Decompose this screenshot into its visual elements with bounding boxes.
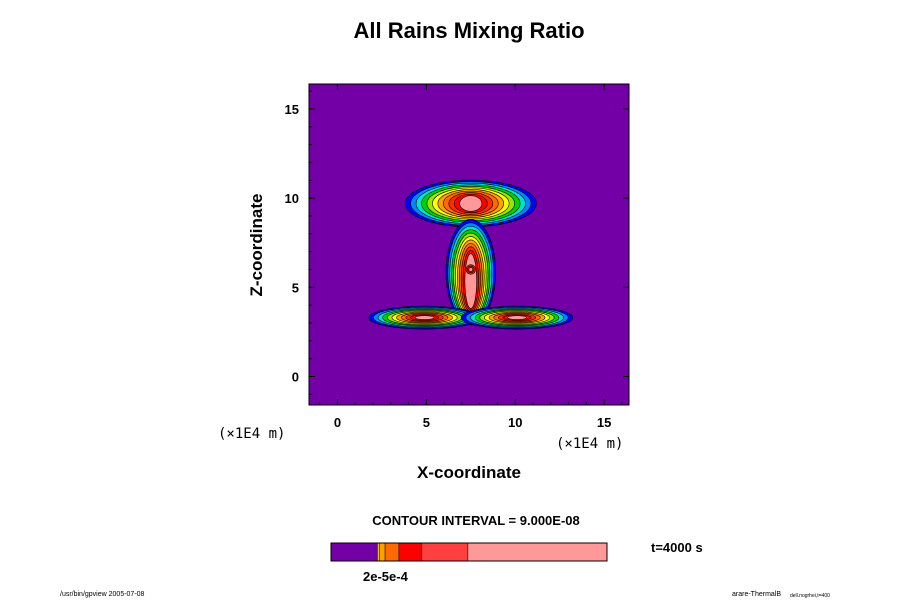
colorbar-segment-6 [467,542,608,562]
contour-band-column-11 [464,253,477,309]
colorbar-label: 2e-5e-4 [363,569,409,584]
colorbar [330,542,608,562]
footer-right-sub: dell.nogrhei,t=400 [790,593,830,599]
chart-title: All Rains Mixing Ratio [353,18,584,43]
colorbar-segment-4 [398,542,423,562]
plot-frame [308,83,630,406]
feature-anvil-right [460,305,574,330]
time-label: t=4000 s [651,540,703,555]
colorbar-segment-2 [379,542,386,562]
y-tick-label-1: 5 [292,280,299,295]
x-tick-label-1: 5 [423,415,430,430]
x-tick-label-2: 10 [508,415,522,430]
y-axis-unit: (×1E4 m) [218,426,285,442]
footer-right: arare-ThermalB [732,591,781,598]
plot-area: 0 5 10 15 0 5 10 15 [285,83,630,430]
feature-anvil-left [368,305,481,330]
x-axis-label: X-coordinate [417,463,521,482]
contour-band-anvil-left-11 [414,315,435,320]
axis-ticks: 0 5 10 15 0 5 10 15 [285,84,629,430]
contour-band-cloud-top-11 [459,195,483,212]
y-tick-label-3: 15 [285,102,299,117]
x-tick-label-0: 0 [334,415,341,430]
y-tick-label-0: 0 [292,369,299,384]
feature-core [465,264,476,275]
contour-band-anvil-right-11 [507,315,527,320]
colorbar-segment-3 [384,542,400,562]
field-contours [368,179,574,330]
contour-interval: CONTOUR INTERVAL = 9.000E-08 [372,513,579,528]
y-axis-label: Z-coordinate [247,194,266,297]
contour-band-core-11 [468,267,474,272]
colorbar-segment-1 [377,542,380,562]
x-axis-unit: (×1E4 m) [556,436,623,452]
colorbar-segment-5 [421,542,469,562]
x-tick-label-3: 15 [597,415,611,430]
colorbar-frame [330,542,608,562]
y-tick-label-2: 10 [285,191,299,206]
feature-cloud-top [404,179,537,228]
colorbar-segment-0 [330,542,378,562]
footer-left: /usr/bin/gpview 2005-07-08 [60,591,145,598]
